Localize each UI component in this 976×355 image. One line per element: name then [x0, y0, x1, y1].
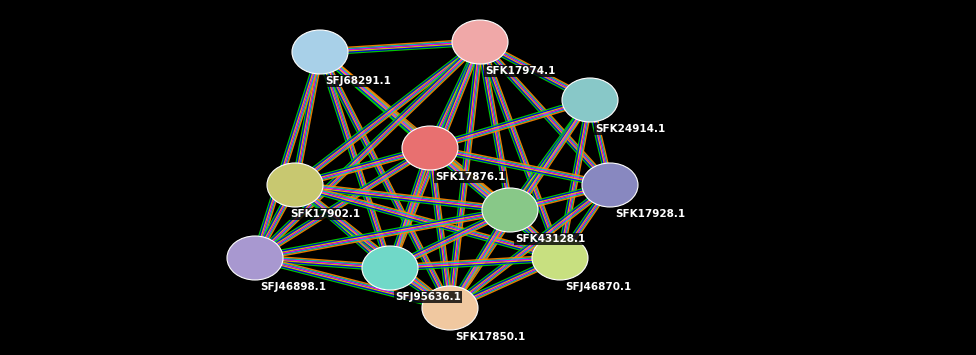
Text: SFK17928.1: SFK17928.1	[615, 209, 685, 219]
Text: SFK17902.1: SFK17902.1	[290, 209, 360, 219]
Ellipse shape	[582, 163, 638, 207]
Ellipse shape	[402, 126, 458, 170]
Ellipse shape	[227, 236, 283, 280]
Ellipse shape	[292, 30, 348, 74]
Ellipse shape	[562, 78, 618, 122]
Text: SFJ46870.1: SFJ46870.1	[565, 282, 631, 292]
Text: SFK17974.1: SFK17974.1	[485, 66, 555, 76]
Text: SFK24914.1: SFK24914.1	[595, 124, 666, 134]
Text: SFJ95636.1: SFJ95636.1	[395, 292, 461, 302]
Text: SFJ68291.1: SFJ68291.1	[325, 76, 390, 86]
Ellipse shape	[482, 188, 538, 232]
Text: SFK43128.1: SFK43128.1	[515, 234, 586, 244]
Ellipse shape	[267, 163, 323, 207]
Ellipse shape	[362, 246, 418, 290]
Text: SFJ46898.1: SFJ46898.1	[260, 282, 326, 292]
Text: SFK17876.1: SFK17876.1	[435, 172, 506, 182]
Ellipse shape	[532, 236, 588, 280]
Ellipse shape	[422, 286, 478, 330]
Text: SFK17850.1: SFK17850.1	[455, 332, 525, 342]
Ellipse shape	[452, 20, 508, 64]
